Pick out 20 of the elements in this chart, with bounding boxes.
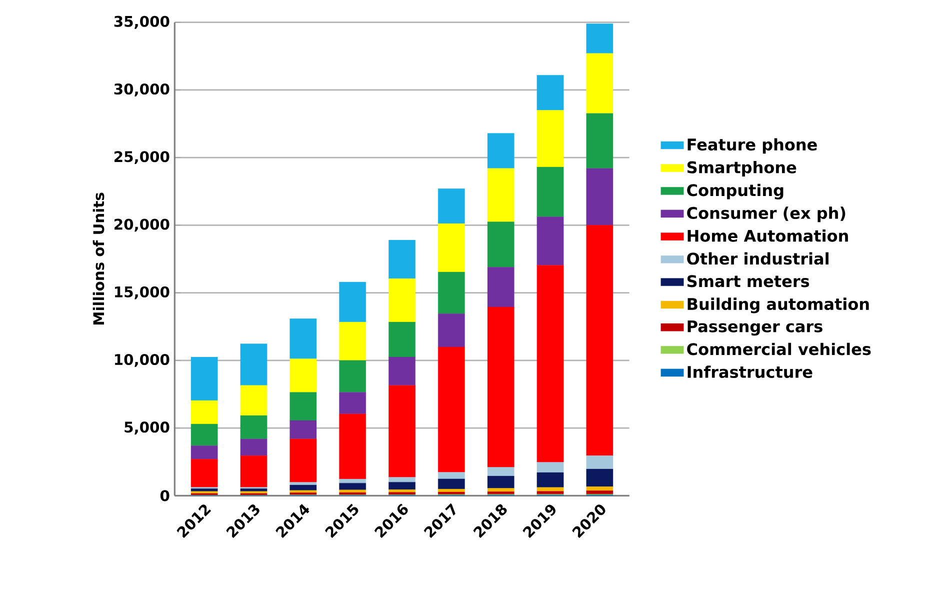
legend-label: Passenger cars xyxy=(688,320,822,336)
legend-label: Consumer (ex ph) xyxy=(687,206,846,222)
y-tick-label: 30,000 xyxy=(114,83,170,96)
legend-label: Building automation xyxy=(688,298,869,314)
y-axis-title: Millions of Units xyxy=(92,192,104,325)
y-tick-label: 25,000 xyxy=(114,151,170,164)
legend-label: Commercial vehicles xyxy=(687,342,871,356)
y-tick-label: 20,000 xyxy=(114,218,170,232)
legend-label: Feature phone xyxy=(688,138,817,154)
legend-label: Infrastructure xyxy=(688,366,812,378)
legend-label: Smart meters xyxy=(687,275,810,288)
y-tick-label: 35,000 xyxy=(114,16,170,29)
y-tick-label: 10,000 xyxy=(115,354,170,367)
legend-label: Smartphone xyxy=(687,161,796,176)
legend-label: Other industrial xyxy=(687,252,828,265)
y-tick-label: 0 xyxy=(160,490,170,502)
legend-label: Computing xyxy=(687,184,784,200)
y-tick-label: 5,000 xyxy=(124,422,170,435)
legend-label: Home Automation xyxy=(688,229,848,242)
y-tick-label: 15,000 xyxy=(115,286,170,300)
